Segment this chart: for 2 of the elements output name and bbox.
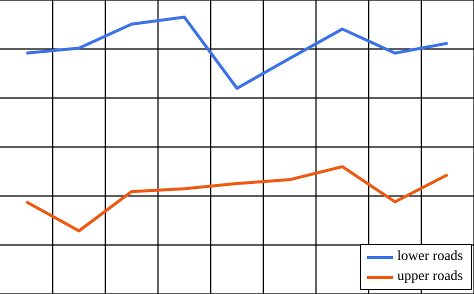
legend-label: upper roads	[397, 268, 463, 286]
legend-label: lower roads	[397, 248, 463, 266]
